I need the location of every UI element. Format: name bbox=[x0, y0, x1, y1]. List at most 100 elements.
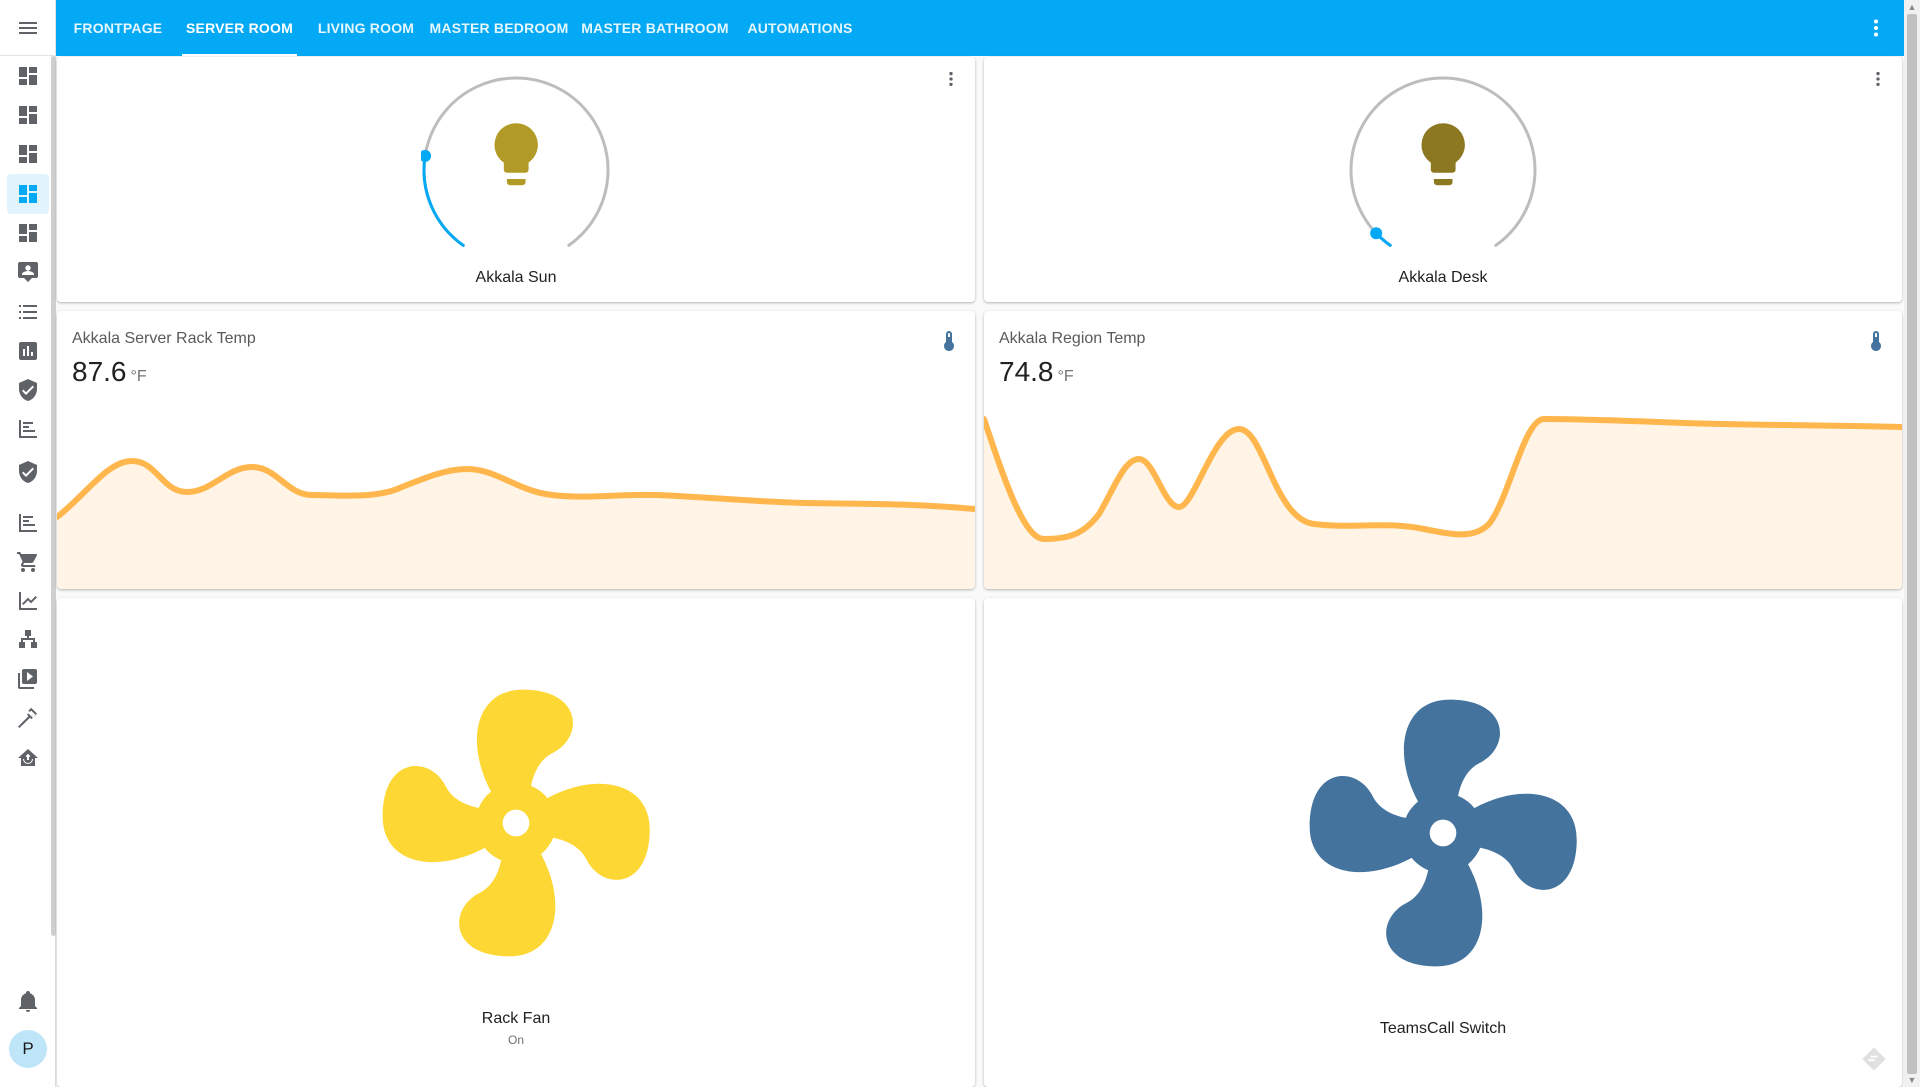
bell-icon bbox=[19, 991, 37, 1012]
shield-check-icon bbox=[19, 461, 37, 483]
fan-icon[interactable] bbox=[356, 663, 676, 983]
tab-label: FRONTPAGE bbox=[73, 20, 163, 36]
scrollbar-thumb[interactable] bbox=[1907, 14, 1917, 1074]
brightness-dial[interactable] bbox=[421, 75, 611, 265]
sidebar-item-8[interactable] bbox=[7, 331, 49, 371]
sidebar-item-15[interactable] bbox=[7, 620, 49, 660]
sidebar-item-14[interactable] bbox=[7, 581, 49, 621]
sidebar-item-2[interactable] bbox=[7, 95, 49, 135]
dashboard-icon bbox=[19, 145, 37, 163]
tab-master-bathroom[interactable]: MASTER BATHROOM bbox=[578, 0, 732, 56]
dashboard-icon bbox=[19, 224, 37, 242]
tab-living-room[interactable]: LIVING ROOM bbox=[312, 0, 420, 56]
tab-automations[interactable]: AUTOMATIONS bbox=[740, 0, 860, 56]
dashboard-icon bbox=[19, 185, 37, 203]
scroll-up-arrow-icon[interactable]: ▲ bbox=[1907, 2, 1917, 12]
sidebar-item-4[interactable] bbox=[7, 174, 49, 214]
page-scrollbar[interactable]: ▲ ▼ bbox=[1904, 0, 1920, 1087]
thermometer-icon bbox=[1871, 331, 1881, 351]
sidebar-item-12[interactable] bbox=[7, 503, 49, 543]
fan-name: TeamsCall Switch bbox=[1379, 1020, 1507, 1037]
menu-icon bbox=[19, 21, 37, 34]
fan-icon[interactable] bbox=[1283, 673, 1603, 993]
lightbulb-icon[interactable] bbox=[494, 123, 538, 186]
sidebar-scrollbar[interactable] bbox=[51, 56, 56, 936]
graph-fill bbox=[57, 461, 975, 589]
sidebar-toggle-button[interactable] bbox=[0, 0, 56, 56]
shield-check-icon bbox=[19, 379, 37, 401]
dashboard-icon bbox=[19, 106, 37, 124]
lightbulb-icon[interactable] bbox=[1421, 123, 1465, 186]
sidebar-item-16[interactable] bbox=[7, 659, 49, 699]
tab-label: MASTER BATHROOM bbox=[581, 20, 729, 36]
temperature-history-graph bbox=[984, 415, 1902, 589]
sensor-name: Akkala Region Temp bbox=[999, 330, 1146, 347]
sidebar-item-17[interactable] bbox=[7, 699, 49, 739]
card-menu-button[interactable] bbox=[939, 67, 963, 91]
dial-knob[interactable] bbox=[421, 149, 432, 162]
sidebar-item-1[interactable] bbox=[7, 56, 49, 96]
tab-master-bedroom[interactable]: MASTER BEDROOM bbox=[428, 0, 570, 56]
list-icon bbox=[19, 305, 37, 319]
app-header: FRONTPAGE SERVER ROOM LIVING ROOM MASTER… bbox=[56, 0, 1904, 56]
dial-active-arc bbox=[422, 154, 465, 247]
avatar[interactable]: P bbox=[9, 1030, 47, 1068]
home-automation-icon bbox=[18, 749, 38, 766]
card-menu-button[interactable] bbox=[1866, 67, 1890, 91]
sensor-value: 87.6 °F bbox=[72, 356, 147, 388]
header-menu-button[interactable] bbox=[1848, 0, 1904, 56]
chart-box-icon bbox=[19, 342, 37, 360]
hammer-icon bbox=[18, 707, 37, 728]
temperature-history-graph bbox=[57, 457, 975, 589]
light-name: Akkala Sun bbox=[475, 269, 557, 286]
tab-label: MASTER BEDROOM bbox=[429, 20, 569, 36]
sensor-card-region-temp[interactable]: Akkala Region Temp 74.8 °F bbox=[984, 311, 1902, 589]
timeline-icon bbox=[19, 514, 37, 532]
sidebar-item-11[interactable] bbox=[7, 452, 49, 492]
sensor-unit: °F bbox=[1057, 368, 1074, 385]
sidebar-item-6[interactable] bbox=[7, 252, 49, 292]
fan-card-teamscall-switch[interactable]: TeamsCall Switch bbox=[984, 598, 1902, 1087]
graph-fill bbox=[984, 419, 1902, 589]
light-card-akkala-sun[interactable]: Akkala Sun bbox=[57, 57, 975, 302]
fan-card-rack-fan[interactable]: Rack Fan On bbox=[57, 598, 975, 1087]
tab-label: SERVER ROOM bbox=[186, 20, 293, 36]
fan-blades bbox=[1309, 699, 1577, 967]
account-box-icon bbox=[18, 262, 38, 282]
tab-server-room[interactable]: SERVER ROOM bbox=[182, 0, 297, 56]
notifications-button[interactable] bbox=[7, 981, 49, 1021]
user-initial: P bbox=[22, 1039, 34, 1058]
dots-vertical-icon bbox=[949, 71, 953, 87]
sidebar-item-7[interactable] bbox=[7, 292, 49, 332]
tab-frontpage[interactable]: FRONTPAGE bbox=[72, 0, 164, 56]
sidebar-item-3[interactable] bbox=[7, 134, 49, 174]
dots-vertical-icon bbox=[1874, 19, 1878, 37]
sidebar-item-10[interactable] bbox=[7, 409, 49, 449]
brightness-dial[interactable] bbox=[1348, 75, 1538, 265]
dots-vertical-icon bbox=[1876, 71, 1880, 87]
graph-line bbox=[57, 457, 975, 520]
feedback-logo-icon[interactable] bbox=[1860, 1045, 1888, 1073]
sidebar: P bbox=[0, 0, 56, 1087]
sensor-value-number: 87.6 bbox=[72, 356, 127, 387]
light-card-akkala-desk[interactable]: Akkala Desk bbox=[984, 57, 1902, 302]
sitemap-icon bbox=[19, 630, 37, 648]
sidebar-item-5[interactable] bbox=[7, 213, 49, 253]
scroll-down-arrow-icon[interactable]: ▼ bbox=[1907, 1075, 1917, 1085]
light-name: Akkala Desk bbox=[1398, 269, 1488, 286]
thermometer-icon bbox=[944, 331, 954, 351]
sensor-name: Akkala Server Rack Temp bbox=[72, 330, 256, 347]
play-box-icon bbox=[18, 669, 37, 689]
chart-line-icon bbox=[19, 592, 37, 610]
dial-knob[interactable] bbox=[1370, 227, 1383, 240]
sensor-unit: °F bbox=[130, 368, 147, 385]
sidebar-item-13[interactable] bbox=[7, 542, 49, 582]
sidebar-item-18[interactable] bbox=[7, 738, 49, 778]
fan-blades bbox=[382, 689, 650, 957]
sensor-value-number: 74.8 bbox=[999, 356, 1054, 387]
fan-name: Rack Fan bbox=[481, 1010, 551, 1027]
dial-track bbox=[1349, 76, 1537, 247]
sidebar-item-9[interactable] bbox=[7, 370, 49, 410]
cart-icon bbox=[17, 552, 38, 572]
sensor-card-server-rack-temp[interactable]: Akkala Server Rack Temp 87.6 °F bbox=[57, 311, 975, 589]
